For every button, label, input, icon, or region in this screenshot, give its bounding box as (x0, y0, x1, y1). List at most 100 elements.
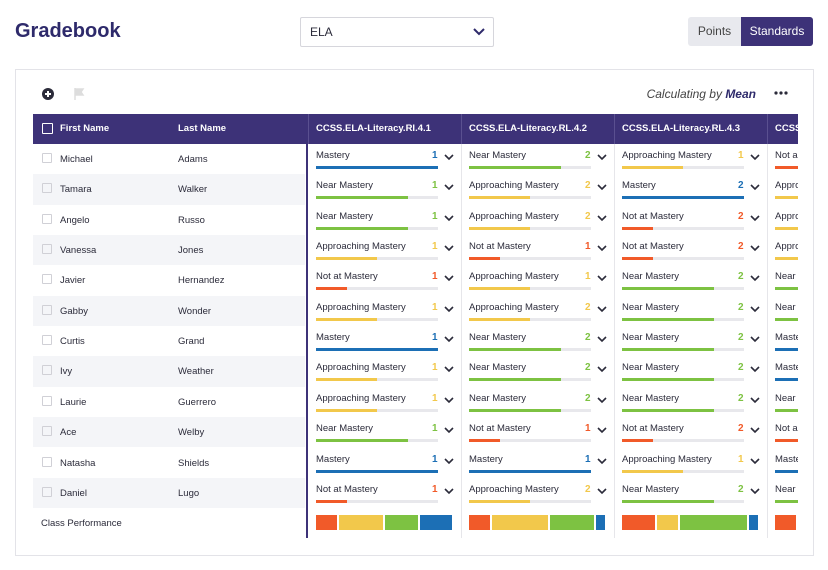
mastery-label[interactable]: Approaching Mastery (316, 241, 406, 253)
row-checkbox[interactable] (42, 183, 52, 194)
chevron[interactable] (750, 154, 760, 162)
chevron[interactable] (444, 397, 454, 405)
mastery-label[interactable]: Mastery (316, 453, 350, 465)
row-checkbox[interactable] (42, 486, 52, 497)
mastery-label[interactable]: Near Mastery (622, 483, 680, 495)
chevron[interactable] (750, 275, 760, 283)
row-checkbox[interactable] (42, 274, 52, 285)
chevron[interactable] (444, 215, 454, 223)
chevron[interactable] (750, 184, 760, 192)
chevron[interactable] (750, 397, 760, 405)
chevron[interactable] (597, 245, 607, 253)
chevron[interactable] (750, 245, 760, 253)
standard-header[interactable]: CCSS.ELA-Literacy.RL.4.3 (622, 123, 741, 134)
mastery-label[interactable]: Not at Mastery (622, 423, 684, 435)
mastery-label[interactable]: Near Mastery (622, 332, 680, 344)
mastery-label[interactable]: Mastery (316, 332, 350, 344)
chevron[interactable] (597, 488, 607, 496)
standard-header[interactable]: CCSS.ELA-Literacy.RI.4.1 (316, 123, 431, 134)
mastery-label[interactable]: Not at Mastery (469, 423, 531, 435)
mastery-label[interactable]: Near Mastery (316, 210, 374, 222)
more-button[interactable] (774, 90, 788, 96)
add-button[interactable] (41, 87, 55, 101)
mastery-label[interactable]: Approaching Mastery (469, 483, 559, 495)
mastery-label[interactable]: Approaching Mastery (316, 362, 406, 374)
row-checkbox[interactable] (42, 426, 52, 437)
row-checkbox[interactable] (42, 335, 52, 346)
mastery-label[interactable]: Near Mastery (622, 301, 680, 313)
standard-header[interactable]: CCSS.ELA-Literacy.RL.4.2 (469, 123, 588, 134)
mastery-label[interactable]: Near Mastery (469, 150, 527, 161)
mastery-label[interactable]: Maste (775, 362, 798, 374)
mastery-label[interactable]: Mastery (316, 150, 350, 161)
mastery-label[interactable]: Not a (775, 150, 798, 161)
mastery-label[interactable]: Not at Mastery (622, 241, 684, 253)
mastery-label[interactable]: Near Mastery (469, 392, 527, 404)
chevron[interactable] (444, 184, 454, 192)
standard-header[interactable]: CCSS (775, 123, 798, 134)
row-checkbox[interactable] (42, 395, 52, 406)
chevron[interactable] (444, 488, 454, 496)
chevron[interactable] (597, 184, 607, 192)
mastery-label[interactable]: Not at Mastery (469, 241, 531, 253)
mastery-label[interactable]: Near Mastery (622, 392, 680, 404)
chevron[interactable] (597, 457, 607, 466)
chevron[interactable] (444, 154, 454, 162)
flag-button[interactable] (73, 87, 85, 101)
mastery-label[interactable]: Near (775, 271, 796, 283)
mastery-label[interactable]: Approaching Mastery (469, 301, 559, 313)
mastery-label[interactable]: Appro (775, 241, 798, 253)
mastery-label[interactable]: Approaching Mastery (469, 271, 559, 283)
chevron[interactable] (750, 336, 760, 344)
mastery-label[interactable]: Not at Mastery (316, 483, 378, 495)
mastery-label[interactable]: Near (775, 301, 796, 313)
row-checkbox[interactable] (42, 244, 52, 255)
mastery-label[interactable]: Approaching Mastery (469, 180, 559, 192)
points-toggle[interactable]: Points (688, 17, 741, 46)
mastery-label[interactable]: Near Mastery (469, 332, 527, 344)
calc-method[interactable]: Mean (725, 87, 756, 101)
chevron[interactable] (750, 366, 760, 374)
mastery-label[interactable]: Mastery (622, 180, 656, 192)
mastery-label[interactable]: Near Mastery (622, 271, 680, 283)
chevron[interactable] (750, 488, 760, 496)
row-checkbox[interactable] (42, 365, 52, 376)
mastery-label[interactable]: Maste (775, 453, 798, 465)
mastery-label[interactable]: Near (775, 483, 796, 495)
mastery-label[interactable]: Approaching Mastery (316, 392, 406, 404)
chevron[interactable] (444, 336, 454, 344)
chevron[interactable] (597, 336, 607, 344)
chevron[interactable] (597, 306, 607, 314)
standards-toggle[interactable]: Standards (741, 17, 813, 46)
chevron[interactable] (750, 457, 760, 466)
chevron[interactable] (444, 457, 454, 466)
row-checkbox[interactable] (42, 153, 52, 163)
mastery-label[interactable]: Approaching Mastery (622, 150, 712, 161)
mastery-label[interactable]: Near (775, 392, 796, 404)
mastery-label[interactable]: Approaching Mastery (469, 210, 559, 222)
chevron[interactable] (597, 397, 607, 405)
mastery-label[interactable]: Approaching Mastery (316, 301, 406, 313)
mastery-label[interactable]: Near Mastery (316, 423, 374, 435)
row-checkbox[interactable] (42, 213, 52, 224)
mastery-label[interactable]: Not at Mastery (316, 271, 378, 283)
chevron[interactable] (444, 366, 454, 374)
chevron[interactable] (597, 154, 607, 162)
row-checkbox[interactable] (42, 456, 52, 467)
mastery-label[interactable]: Not at Mastery (622, 210, 684, 222)
row-checkbox[interactable] (42, 304, 52, 315)
mastery-label[interactable]: Near Mastery (316, 180, 374, 192)
chevron[interactable] (597, 366, 607, 374)
subject-select[interactable]: ELA (300, 17, 494, 47)
mastery-label[interactable]: Appro (775, 210, 798, 222)
chevron[interactable] (597, 275, 607, 283)
mastery-label[interactable]: Not a (775, 423, 798, 435)
chevron[interactable] (444, 306, 454, 314)
chevron[interactable] (750, 215, 760, 223)
mastery-label[interactable]: Near Mastery (622, 362, 680, 374)
chevron[interactable] (444, 427, 454, 435)
chevron[interactable] (750, 306, 760, 314)
mastery-label[interactable]: Mastery (469, 453, 503, 465)
chevron[interactable] (750, 427, 760, 435)
mastery-label[interactable]: Maste (775, 332, 798, 344)
